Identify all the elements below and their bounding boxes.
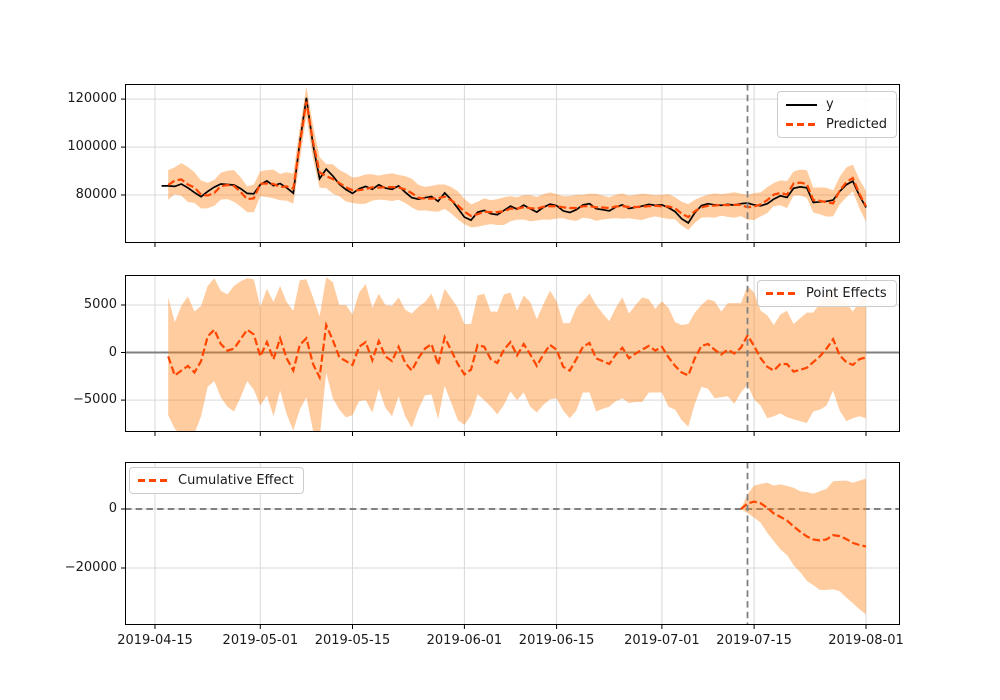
y-tick-label: 100000 <box>67 139 117 155</box>
panel-cumulative-effect-plot <box>125 462 900 625</box>
legend-cumulative-effect: Cumulative Effect <box>129 467 304 494</box>
y-tick-label: 0 <box>108 344 117 360</box>
x-tick-label: 2019-05-15 <box>314 633 391 648</box>
legend-line-sample-cumulative-effect <box>138 479 169 482</box>
legend-label-cumulative-effect: Cumulative Effect <box>178 473 294 488</box>
y-tick-label: 80000 <box>75 187 117 203</box>
y-tick-label: 120000 <box>67 91 117 107</box>
x-tick-label: 2019-07-15 <box>716 633 792 648</box>
legend-entry-y: y <box>786 97 887 112</box>
legend-line-sample-y <box>786 103 817 106</box>
y-tick-label: −5000 <box>73 392 117 408</box>
x-tick-label: 2019-07-01 <box>624 633 700 648</box>
legend-observed-predicted: y Predicted <box>777 91 898 138</box>
legend-label-point-effects: Point Effects <box>806 286 887 301</box>
legend-entry-predicted: Predicted <box>786 117 887 132</box>
x-tick-label: 2019-08-01 <box>828 633 904 648</box>
y-tick-label: −20000 <box>64 560 117 575</box>
y-tick-label: 5000 <box>83 296 117 312</box>
panel-observed-vs-predicted-plot <box>125 84 900 243</box>
legend-entry-point-effects: Point Effects <box>766 286 887 301</box>
legend-entry-cumulative-effect: Cumulative Effect <box>138 473 294 488</box>
x-tick-label: 2019-05-01 <box>222 633 299 648</box>
legend-line-sample-point-effects <box>766 292 797 295</box>
legend-line-sample-predicted <box>786 123 817 126</box>
legend-label-predicted: Predicted <box>826 117 888 132</box>
y-tick-label: 0 <box>108 500 117 516</box>
x-tick-label: 2019-04-15 <box>117 633 193 648</box>
x-tick-label: 2019-06-15 <box>518 633 595 648</box>
legend-label-y: y <box>826 97 834 112</box>
x-tick-label: 2019-06-01 <box>426 633 503 648</box>
legend-point-effects: Point Effects <box>757 280 897 307</box>
